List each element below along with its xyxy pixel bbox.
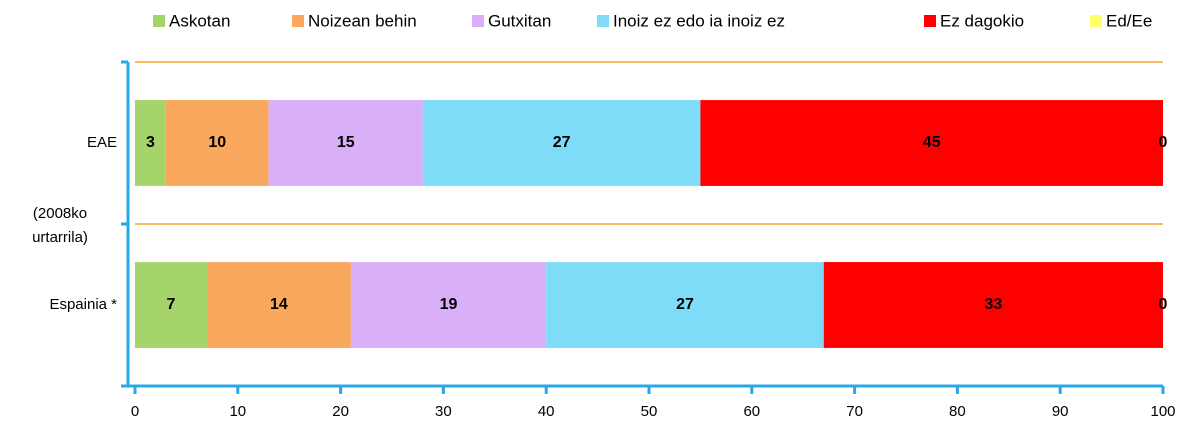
annotation-line: (2008ko	[33, 205, 87, 222]
x-tick-label: 0	[131, 403, 139, 420]
x-tick-label: 30	[435, 403, 452, 420]
bar-segment	[546, 262, 824, 348]
legend-item: Gutxitan	[472, 11, 551, 30]
bar-segment	[823, 262, 1163, 348]
legend-label: Ed/Ee	[1106, 11, 1152, 30]
x-tick-label: 60	[743, 403, 760, 420]
value-label: 10	[208, 134, 226, 151]
legend-label: Ez dagokio	[940, 11, 1024, 30]
x-tick-label: 80	[949, 403, 966, 420]
value-label: 15	[337, 134, 355, 151]
x-tick-label: 90	[1052, 403, 1069, 420]
legend-item: Ez dagokio	[924, 11, 1024, 30]
legend-item: Ed/Ee	[1090, 11, 1152, 30]
x-tick-label: 10	[229, 403, 246, 420]
legend-label: Inoiz ez edo ia inoiz ez	[613, 11, 785, 30]
x-tick-label: 40	[538, 403, 555, 420]
value-label: 7	[167, 296, 176, 313]
value-label: 0	[1159, 296, 1168, 313]
value-label: 0	[1159, 134, 1168, 151]
bar-segment	[700, 100, 1163, 186]
legend-label: Noizean behin	[308, 11, 417, 30]
x-tick-label: 100	[1150, 403, 1175, 420]
legend-item: Askotan	[153, 11, 230, 30]
value-label: 19	[440, 296, 458, 313]
x-tick-label: 50	[641, 403, 658, 420]
value-label: 45	[923, 134, 941, 151]
legend-item: Inoiz ez edo ia inoiz ez	[597, 11, 785, 30]
legend-item: Noizean behin	[292, 11, 417, 30]
x-tick-label: 20	[332, 403, 349, 420]
value-label: 27	[676, 296, 694, 313]
x-tick-label: 70	[846, 403, 863, 420]
y-tick-label: EAE	[87, 134, 117, 151]
legend-swatch	[924, 15, 936, 27]
bar-segment	[135, 100, 166, 186]
legend-swatch	[292, 15, 304, 27]
legend-label: Gutxitan	[488, 11, 551, 30]
bar-segment	[268, 100, 423, 186]
annotation-line: urtarrila)	[32, 229, 88, 246]
y-tick-label: Espainia *	[49, 296, 117, 313]
value-label: 33	[984, 296, 1002, 313]
legend-swatch	[472, 15, 484, 27]
value-label: 14	[270, 296, 288, 313]
bar-segment	[135, 262, 207, 348]
legend-swatch	[1090, 15, 1102, 27]
legend-swatch	[597, 15, 609, 27]
value-label: 3	[146, 134, 155, 151]
value-label: 27	[553, 134, 571, 151]
bar-segment	[165, 100, 269, 186]
bar-segment	[206, 262, 351, 348]
annotation: (2008ko urtarrila)	[32, 205, 88, 246]
bar-segment	[422, 100, 701, 186]
bar-segment	[350, 262, 547, 348]
legend-label: Askotan	[169, 11, 230, 30]
legend-swatch	[153, 15, 165, 27]
